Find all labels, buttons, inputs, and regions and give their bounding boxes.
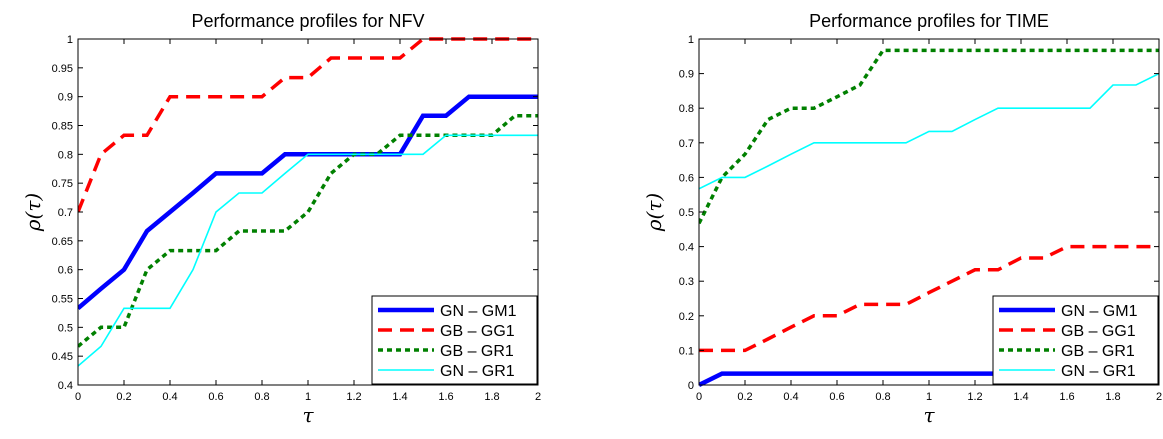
y-tick-label: 1 bbox=[688, 34, 694, 46]
y-tick-label: 0.4 bbox=[58, 380, 73, 392]
y-tick-label: 0.9 bbox=[679, 69, 694, 81]
y-axis-label: ρ(τ) bbox=[642, 193, 666, 232]
x-tick-label: 0 bbox=[75, 391, 81, 403]
series-line-4 bbox=[78, 134, 538, 367]
chart-title: Performance profiles for NFV bbox=[191, 11, 424, 31]
y-tick-label: 0.7 bbox=[679, 138, 694, 150]
x-tick-label: 0.2 bbox=[737, 391, 752, 403]
y-tick-label: 0.95 bbox=[52, 63, 73, 75]
x-tick-label: 0.6 bbox=[208, 391, 223, 403]
x-tick-label: 1.8 bbox=[484, 391, 499, 403]
x-tick-label: 0.4 bbox=[162, 391, 177, 403]
series-line-4 bbox=[699, 72, 1159, 190]
series-line-2 bbox=[699, 244, 1159, 353]
x-tick-label: 0.2 bbox=[116, 391, 131, 403]
x-tick-label: 1.2 bbox=[967, 391, 982, 403]
y-tick-label: 0.3 bbox=[679, 276, 694, 288]
x-tick-label: 1.2 bbox=[346, 391, 361, 403]
y-tick-label: 0.5 bbox=[58, 322, 73, 334]
y-tick-label: 0.65 bbox=[52, 236, 73, 248]
y-tick-label: 1 bbox=[67, 34, 73, 46]
legend-label-1: GN – GM1 bbox=[440, 303, 517, 320]
y-tick-label: 0.7 bbox=[58, 207, 73, 219]
legend-label-4: GN – GR1 bbox=[440, 363, 515, 380]
y-tick-label: 0.5 bbox=[679, 207, 694, 219]
y-tick-label: 0 bbox=[688, 380, 694, 392]
y-tick-label: 0.55 bbox=[52, 294, 73, 306]
y-tick-label: 0.8 bbox=[679, 103, 694, 115]
x-tick-label: 1.8 bbox=[1105, 391, 1120, 403]
y-tick-label: 0.9 bbox=[58, 92, 73, 104]
y-axis-label: ρ(τ) bbox=[21, 193, 45, 232]
chart-nfv: Performance profiles for NFV 0 0.2 0.4 0.6 0.… bbox=[21, 11, 541, 427]
series-line-2 bbox=[78, 37, 538, 213]
chart-time: Performance profiles for TIME 0 0.2 0.4 0.6 0… bbox=[642, 11, 1162, 427]
x-tick-label: 0.8 bbox=[254, 391, 269, 403]
legend-label-3: GB – GR1 bbox=[1061, 343, 1135, 360]
x-tick-label: 0.4 bbox=[783, 391, 798, 403]
x-tick-label: 2 bbox=[1156, 391, 1162, 403]
legend-label-2: GB – GG1 bbox=[440, 323, 515, 340]
legend: GN – GM1 GB – GG1 GB – GR1 GN – GR1 bbox=[371, 295, 538, 385]
legend: GN – GM1 GB – GG1 GB – GR1 GN – GR1 bbox=[992, 295, 1159, 385]
legend-label-2: GB – GG1 bbox=[1061, 323, 1136, 340]
x-tick-label: 2 bbox=[535, 391, 541, 403]
x-tick-label: 1.6 bbox=[1059, 391, 1074, 403]
y-tick-label: 0.85 bbox=[52, 121, 73, 133]
x-tick-label: 1.4 bbox=[1013, 391, 1028, 403]
y-tick-label: 0.6 bbox=[58, 265, 73, 277]
x-tick-label: 0 bbox=[696, 391, 702, 403]
x-tick-label: 1 bbox=[305, 391, 311, 403]
y-tick-label: 0.1 bbox=[679, 345, 694, 357]
y-tick-label: 0.45 bbox=[52, 351, 73, 363]
series-line-3 bbox=[699, 48, 1159, 225]
y-tick-label: 0.2 bbox=[679, 311, 694, 323]
x-tick-label: 1.6 bbox=[438, 391, 453, 403]
chart-title: Performance profiles for TIME bbox=[809, 11, 1049, 31]
x-tick-label: 0.8 bbox=[875, 391, 890, 403]
legend-label-3: GB – GR1 bbox=[440, 343, 514, 360]
series-group bbox=[78, 37, 538, 367]
y-tick-label: 0.8 bbox=[58, 149, 73, 161]
x-tick-label: 1 bbox=[926, 391, 932, 403]
x-axis-label: τ bbox=[302, 403, 314, 427]
legend-label-1: GN – GM1 bbox=[1061, 303, 1138, 320]
y-tick-label: 0.6 bbox=[679, 172, 694, 184]
y-tick-label: 0.75 bbox=[52, 178, 73, 190]
x-tick-label: 1.4 bbox=[392, 391, 407, 403]
x-tick-label: 0.6 bbox=[829, 391, 844, 403]
legend-label-4: GN – GR1 bbox=[1061, 363, 1136, 380]
y-tick-label: 0.4 bbox=[679, 242, 694, 254]
x-axis-label: τ bbox=[923, 403, 935, 427]
series-line-1 bbox=[78, 94, 538, 311]
